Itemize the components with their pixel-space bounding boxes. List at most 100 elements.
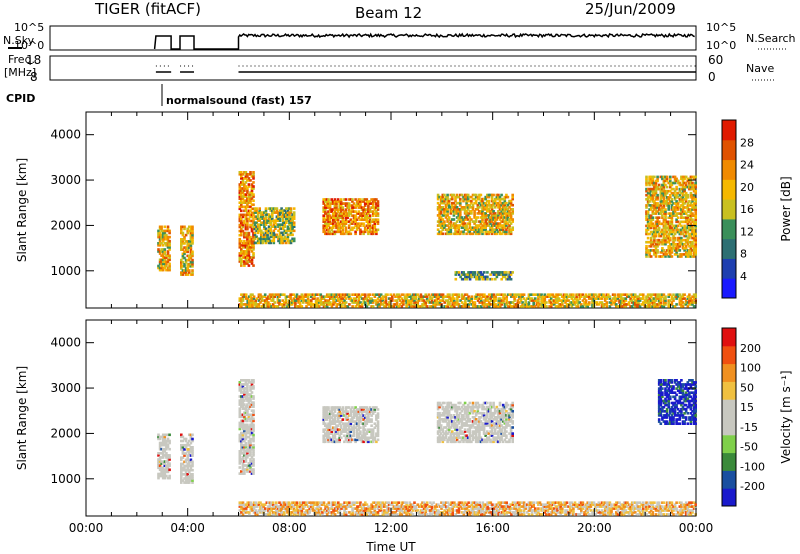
heatmap-cell [678,249,682,252]
heatmap-cell [455,195,459,199]
heatmap-cell [680,208,683,211]
heatmap-cell [250,227,254,231]
heatmap-cell [457,305,461,308]
heatmap-cell [160,233,163,237]
heatmap-cell [280,211,283,214]
heatmap-cell [249,235,252,239]
heatmap-cell [161,433,165,437]
heatmap-cell [336,418,340,421]
heatmap-cell [339,208,343,211]
heatmap-cell [335,202,338,205]
heatmap-cell [665,202,669,205]
heatmap-cell [269,227,272,231]
heatmap-cell [325,412,329,415]
heatmap-cell [368,216,372,219]
heatmap-cell [343,410,346,413]
heatmap-cell [653,301,656,304]
heatmap-cell [689,177,693,181]
heatmap-cell [505,303,508,306]
heatmap-cell [253,223,257,226]
heatmap-cell [181,271,185,274]
heatmap-cell [163,447,167,451]
heatmap-cell [278,299,281,302]
heatmap-cell [367,210,370,213]
heatmap-cell [241,435,245,439]
heatmap-cell [181,254,185,258]
heatmap-cell [537,305,540,308]
heatmap-cell [494,303,497,306]
heatmap-cell [335,226,338,230]
heatmap-cell [436,197,440,201]
heatmap-cell [662,224,666,228]
heatmap-cell [492,297,496,300]
heatmap-cell [332,418,335,421]
heatmap-cell [240,450,243,453]
heatmap-cell [436,201,440,205]
heatmap-cell [375,214,378,217]
heatmap-cell [246,413,249,417]
heatmap-cell [181,265,185,268]
heatmap-cell [486,222,489,225]
radar-title: TIGER (fitACF) [94,0,201,18]
heatmap-cell [514,305,518,308]
heatmap-cell [618,293,621,296]
heatmap-cell [433,301,437,304]
heatmap-cell [246,205,249,209]
heatmap-cell [325,224,329,227]
heatmap-cell [605,303,609,306]
heatmap-cell [243,219,246,223]
heatmap-cell [529,297,532,300]
heatmap-cell [689,191,693,195]
heatmap-cell [464,273,467,276]
heatmap-cell [476,216,480,219]
heatmap-cell [654,220,658,224]
heatmap-cell [689,228,693,232]
heatmap-cell [478,212,481,215]
heatmap-cell [471,220,475,223]
heatmap-cell [509,203,513,207]
heatmap-cell [322,226,325,230]
heatmap-cell [247,231,251,235]
heatmap-cell [670,295,674,298]
heatmap-cell [278,211,282,214]
heatmap-cell [348,293,351,296]
heatmap-cell [497,303,500,306]
heatmap-cell [521,305,524,308]
heatmap-cell [324,295,327,298]
heatmap-cell [184,233,188,237]
heatmap-cell [275,293,278,296]
heatmap-cell [325,406,329,409]
heatmap-cell [468,216,472,219]
heatmap-cell [347,210,351,213]
heatmap-cell [637,303,640,306]
heatmap-cell [379,299,383,302]
heatmap-cell [290,303,294,306]
heatmap-cell [343,299,346,302]
heatmap-cell [246,203,249,206]
heatmap-cell [336,414,340,417]
heatmap-cell [688,295,691,298]
heatmap-cell [694,240,697,244]
heatmap-cell [508,220,511,223]
heatmap-cell [648,189,651,193]
heatmap-cell [243,470,246,473]
heatmap-cell [649,177,653,181]
heatmap-cell [470,201,473,205]
heatmap-cell [692,185,696,189]
heatmap-cell [240,227,243,231]
heatmap-cell [322,434,325,438]
heatmap-cell [289,241,293,245]
heatmap-cell [498,203,502,207]
heatmap-cell [324,410,327,413]
heatmap-cell [470,232,473,236]
heatmap-cell [692,251,696,254]
heatmap-cell [638,299,642,302]
heatmap-cell [273,293,276,296]
heatmap-cell [681,216,685,219]
heatmap-cell [446,210,449,213]
heatmap-cell [283,239,287,243]
heatmap-cell [402,293,405,296]
heatmap-cell [283,235,287,239]
heatmap-cell [451,293,454,296]
heatmap-cell [684,212,688,215]
